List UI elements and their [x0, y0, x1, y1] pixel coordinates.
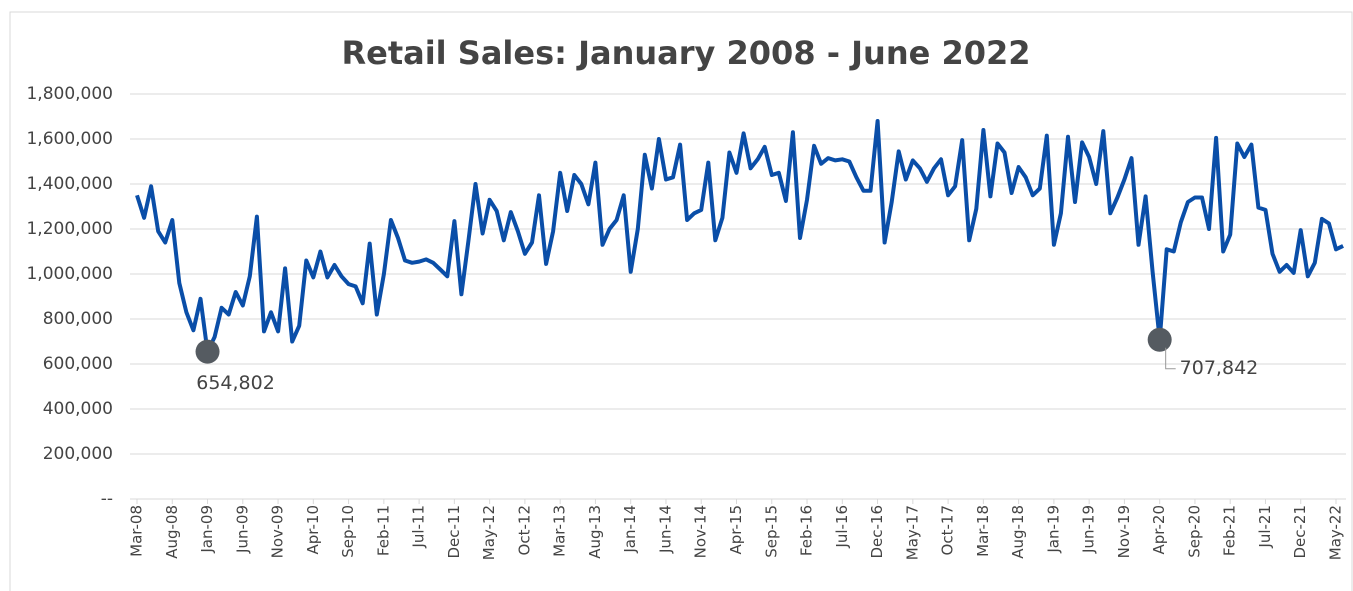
- x-tick-label: May-17: [903, 505, 921, 560]
- y-tick-label: 1,800,000: [26, 84, 113, 104]
- x-tick-label: Mar-13: [551, 505, 569, 557]
- x-tick-label: Aug-18: [1009, 505, 1027, 559]
- x-tick-label: Oct-12: [515, 505, 533, 555]
- y-tick-label: 400,000: [43, 399, 113, 419]
- x-tick-label: Jun-14: [656, 505, 674, 554]
- leader-line: [1165, 347, 1176, 370]
- x-tick-label: Dec-11: [445, 505, 463, 559]
- y-tick-label: 1,400,000: [26, 174, 113, 194]
- y-tick-label: 800,000: [43, 309, 113, 329]
- y-tick-label: 1,600,000: [26, 129, 113, 149]
- x-tick-label: Feb-11: [374, 505, 392, 556]
- x-tick-label: Feb-16: [798, 505, 816, 556]
- x-tick-label: Jan-19: [1044, 505, 1062, 554]
- sales-line: [135, 119, 1344, 354]
- x-tick-label: Apr-15: [727, 505, 745, 555]
- x-tick-label: Nov-09: [269, 505, 287, 558]
- x-tick-label: Aug-13: [586, 505, 604, 559]
- y-tick-label: 1,000,000: [26, 264, 113, 284]
- x-tick-label: Mar-08: [128, 505, 146, 557]
- x-tick-label: Jan-14: [621, 505, 639, 554]
- x-tick-label: Mar-18: [974, 505, 992, 557]
- y-tick-label: 200,000: [43, 444, 113, 464]
- x-tick-label: Sep-10: [339, 505, 357, 558]
- x-tick-label: May-22: [1327, 505, 1345, 560]
- data-label: 707,842: [1180, 357, 1259, 379]
- y-tick-label: 1,200,000: [26, 219, 113, 239]
- x-tick-label: Apr-20: [1150, 505, 1168, 555]
- chart-frame: [9, 11, 1353, 591]
- x-tick-label: Nov-14: [692, 505, 710, 558]
- x-tick-label: Jul-21: [1256, 505, 1274, 549]
- x-tick-label: Oct-17: [939, 505, 957, 555]
- x-tick-label: Apr-10: [304, 505, 322, 555]
- data-label: 654,802: [196, 372, 275, 394]
- x-tick-label: Feb-21: [1221, 505, 1239, 556]
- x-tick-label: Dec-21: [1291, 505, 1309, 559]
- point-marker: [1147, 327, 1172, 352]
- x-tick-label: Jul-16: [833, 505, 851, 549]
- x-tick-label: Jun-09: [233, 505, 251, 554]
- point-marker: [195, 339, 220, 364]
- x-tick-label: May-12: [480, 505, 498, 560]
- x-tick-label: Aug-08: [163, 505, 181, 559]
- x-tick-label: Dec-16: [868, 505, 886, 559]
- x-tick-label: Nov-19: [1115, 505, 1133, 558]
- y-tick-label: 600,000: [43, 354, 113, 374]
- x-tick-label: Jan-09: [198, 505, 216, 554]
- chart-title: Retail Sales: January 2008 - June 2022: [341, 34, 1030, 72]
- x-tick-label: Jul-11: [410, 505, 428, 549]
- x-tick-label: Sep-15: [762, 505, 780, 558]
- y-tick-label: --: [101, 489, 113, 509]
- x-tick-label: Jun-19: [1080, 505, 1098, 554]
- x-tick-label: Sep-20: [1185, 505, 1203, 558]
